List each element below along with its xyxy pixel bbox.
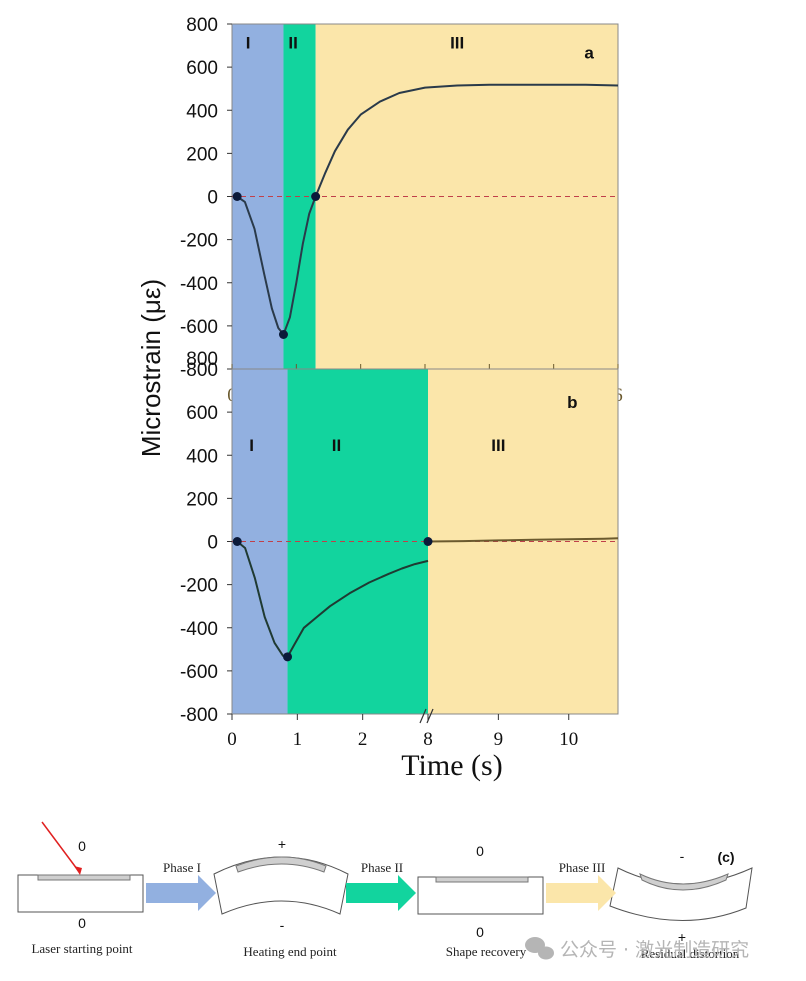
x-tick-label: 8 (423, 729, 433, 750)
heated-layer (235, 856, 327, 873)
phase-label: I (246, 33, 251, 52)
x-tick-label: 10 (559, 729, 578, 750)
x-tick-label: 2 (358, 729, 368, 750)
y-tick-label: 400 (186, 101, 218, 122)
watermark: 公众号 · 激光制造研究 (525, 937, 749, 961)
phase-label: III (450, 33, 464, 52)
y-tick-label: 800 (186, 349, 218, 370)
heated-layer (37, 874, 131, 881)
phase-arrow (346, 875, 416, 911)
plate-convex (213, 856, 349, 915)
y-tick-label: 600 (186, 58, 218, 79)
phase-arrow-label: Phase III (559, 860, 606, 875)
y-tick-label: -600 (180, 662, 218, 683)
y-tick-label: -600 (180, 317, 218, 338)
y-tick-label: -400 (180, 619, 218, 640)
y-tick-label: 0 (207, 188, 218, 209)
data-marker (311, 192, 321, 201)
strain-sign-bottom: - (280, 917, 285, 933)
y-tick-label: 800 (186, 15, 218, 36)
panel-label: b (567, 393, 577, 412)
y-tick-label: 0 (207, 533, 218, 554)
strain-sign-top: - (680, 848, 685, 864)
strain-sign-top: 0 (476, 843, 484, 859)
y-tick-label: 200 (186, 489, 218, 510)
phase-arrow (546, 875, 616, 911)
y-tick-label: 200 (186, 144, 218, 165)
data-marker (423, 537, 433, 546)
y-axis-title: Microstrain (με) (136, 279, 166, 457)
wechat-icon (525, 937, 554, 960)
x-axis-title: Time (s) (401, 749, 502, 782)
panel-a: IIIIIIa8006004002000-200-400-600-8000123… (180, 15, 623, 406)
x-tick-label: 9 (494, 729, 504, 750)
strain-sign-bottom: + (678, 929, 686, 945)
y-tick-label: -200 (180, 576, 218, 597)
phase-diagram: 0 0 Laser starting point + - Heating end poin… (17, 821, 753, 961)
stage-caption: Shape recovery (446, 944, 527, 959)
data-marker (278, 330, 288, 339)
phase-arrow (146, 875, 216, 911)
axis-break-mark (426, 708, 434, 724)
strain-sign-top: + (278, 836, 286, 852)
plate-flat (17, 874, 144, 913)
strain-sign-top: 0 (78, 838, 86, 854)
stage-caption: Laser starting point (31, 941, 132, 956)
y-tick-label: 600 (186, 403, 218, 424)
y-tick-label: -200 (180, 231, 218, 252)
heated-layer (639, 873, 729, 891)
panel-label: a (584, 44, 594, 63)
plate-concave (609, 867, 753, 921)
watermark-text: 公众号 · 激光制造研究 (560, 939, 749, 961)
series-line (236, 83, 619, 336)
stage-caption: Residual distortion (641, 946, 740, 961)
y-tick-label: -800 (180, 705, 218, 726)
plate-recovered (417, 876, 544, 915)
data-marker (283, 652, 293, 662)
data-marker (232, 192, 242, 201)
panel-label: (c) (717, 849, 734, 865)
phase-label: III (491, 436, 505, 455)
y-tick-label: -400 (180, 274, 218, 295)
series-line (427, 537, 619, 543)
heated-layer (435, 876, 529, 883)
phase-label: II (288, 33, 297, 52)
strain-sign-bottom: 0 (476, 924, 484, 940)
phase-arrow-label: Phase I (163, 860, 201, 875)
x-tick-label: 0 (227, 729, 237, 750)
y-tick-label: -800 (180, 360, 218, 381)
stage-caption: Heating end point (243, 944, 337, 959)
data-marker (232, 537, 242, 546)
series-line (236, 540, 429, 658)
strain-sign-bottom: 0 (78, 915, 86, 931)
phase-label: I (249, 436, 254, 455)
phase-arrow-label: Phase II (361, 860, 403, 875)
laser-arrowhead (74, 866, 82, 875)
laser-beam (41, 821, 81, 874)
phase-label: II (332, 436, 341, 455)
x-tick-label: 1 (293, 729, 303, 750)
y-tick-label: 400 (186, 446, 218, 467)
axis-break-mark (419, 708, 427, 724)
